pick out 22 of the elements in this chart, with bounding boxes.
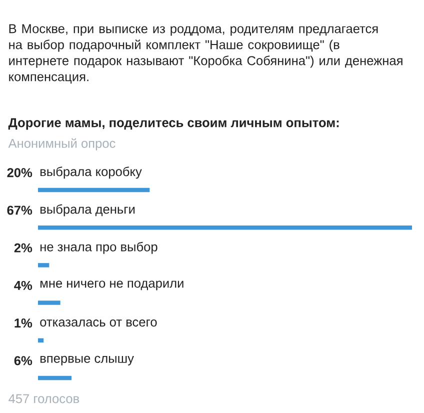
y-tick-label: выбрала коробку: [40, 166, 142, 179]
data-label: 1%: [14, 318, 32, 328]
y-tick-label: выбрала деньги: [40, 204, 135, 216]
bar: [38, 376, 72, 380]
bar: [38, 300, 60, 305]
bar: [38, 188, 150, 192]
data-label: 20%: [7, 168, 32, 178]
y-tick-label: впервые слышу: [40, 356, 134, 366]
text: 457 голосов: [8, 394, 80, 404]
y-tick-label: не знала про выбор: [40, 242, 158, 254]
y-tick-label: отказалась от всего: [40, 320, 157, 327]
bar: [38, 263, 50, 268]
data-label: 2%: [14, 243, 32, 252]
chart-title: В Москве, при выписке из роддома, родителям предлагается на выбор подарочный комплект "Наше сокровиище" (в интернете подарок называют "Коробка Собянина") или денежная компенсация.: [9, 24, 402, 84]
data-label: 6%: [14, 356, 32, 366]
data-label: 67%: [7, 206, 32, 215]
data-label: 4%: [14, 280, 32, 290]
text: Анонимный опрос: [8, 138, 116, 150]
bar: [38, 338, 44, 343]
y-tick-label: мне ничего не подарили: [40, 280, 184, 290]
chart-subtitle: Дорогие мамы, поделитесь своим личным опытом:: [8, 118, 339, 130]
bar: [38, 225, 412, 230]
